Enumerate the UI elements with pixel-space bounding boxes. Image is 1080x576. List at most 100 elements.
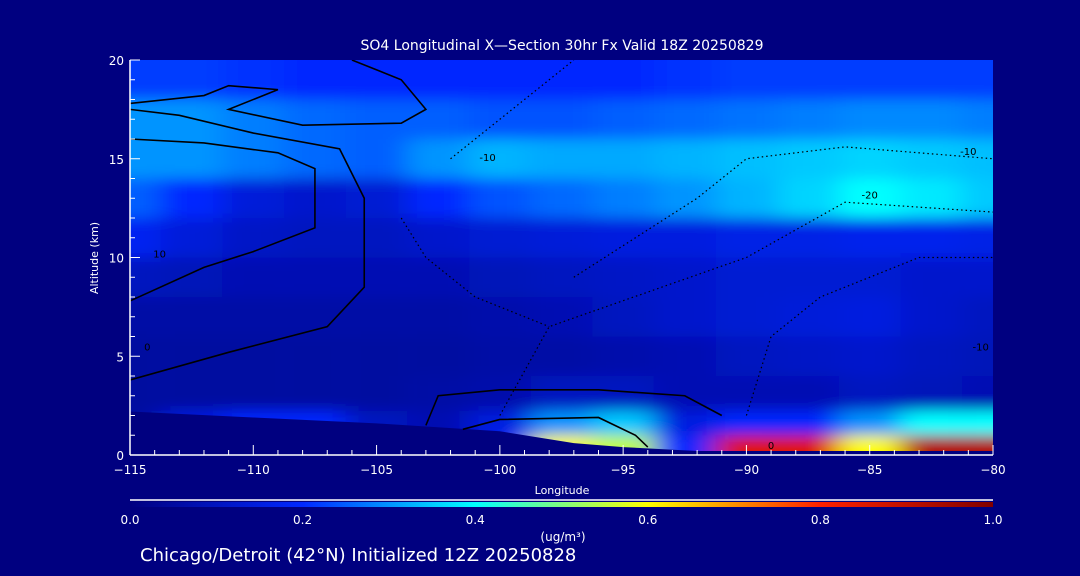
heatmap-cell	[653, 297, 716, 337]
heatmap-cell	[777, 257, 839, 297]
heatmap-cell	[838, 99, 901, 139]
contour-line	[425, 389, 723, 426]
heatmap-cell	[130, 99, 161, 139]
x-axis-label: Longitude	[535, 484, 590, 497]
heatmap-cell	[592, 60, 654, 100]
heatmap-cell	[962, 435, 993, 455]
heatmap-cell	[715, 376, 778, 411]
contour-label: -20	[862, 190, 878, 201]
heatmap-cell	[530, 178, 593, 218]
heatmap-cell	[592, 99, 654, 139]
heatmap-cell	[222, 297, 285, 337]
contour-label: 10	[153, 250, 166, 261]
heatmap-cell	[715, 257, 778, 297]
heatmap-cell	[407, 178, 470, 218]
colorbar-unit: (ug/m³)	[540, 530, 585, 544]
y-axis-label: Altitude (km)	[88, 222, 101, 294]
heatmap-cell	[653, 336, 716, 376]
contour-label: 0	[144, 342, 150, 353]
heatmap-cell	[345, 178, 408, 218]
heatmap-cell	[345, 297, 408, 337]
contour-line	[499, 201, 993, 416]
heatmap-cell	[715, 218, 778, 258]
colorbar-tick-label: 0.6	[638, 513, 657, 527]
heatmap-cell	[653, 376, 716, 411]
heatmap-cell	[345, 376, 408, 411]
heatmap-cell	[715, 297, 778, 337]
colorbar-tick-label: 0.8	[811, 513, 830, 527]
heatmap-cell	[469, 297, 531, 337]
heatmap-cell	[900, 139, 963, 179]
heatmap-cell	[530, 336, 593, 376]
x-tick-label: −85	[857, 463, 882, 477]
heatmap-cell	[530, 218, 593, 258]
heatmap-cell	[592, 410, 654, 436]
y-tick-label: 20	[109, 54, 124, 68]
heatmap-cell	[530, 139, 593, 179]
heatmap-cell	[130, 60, 161, 100]
heatmap-cell	[130, 218, 161, 258]
heatmap-cell	[160, 60, 223, 100]
heatmap-cell	[777, 60, 839, 100]
heatmap-cell	[345, 257, 408, 297]
x-tick-label: −110	[237, 463, 270, 477]
contour-line	[130, 60, 428, 126]
heatmap-cell	[469, 218, 531, 258]
heatmap-cell	[592, 178, 654, 218]
heatmap-cell	[838, 178, 901, 218]
heatmap-cell	[900, 218, 963, 258]
heatmap-cell	[130, 178, 161, 218]
heatmap-cell	[653, 139, 716, 179]
heatmap-cell	[284, 257, 346, 297]
heatmap-cell	[962, 218, 993, 258]
heatmap-cell	[407, 336, 470, 376]
heatmap-cell	[160, 178, 223, 218]
heatmap-cell	[653, 178, 716, 218]
y-tick-label: 15	[109, 153, 124, 167]
heatmap-cell	[777, 178, 839, 218]
colorbar-tick-label: 1.0	[983, 513, 1002, 527]
x-tick-label: −100	[483, 463, 516, 477]
heatmap-cell	[345, 139, 408, 179]
heatmap-cell	[715, 178, 778, 218]
heatmap-cell	[777, 336, 839, 376]
colorbar-tick-label: 0.4	[466, 513, 485, 527]
heatmap-cell	[900, 99, 963, 139]
heatmap-cell	[592, 336, 654, 376]
heatmap-cell	[345, 336, 408, 376]
heatmap-cell	[592, 257, 654, 297]
heatmap-cell	[130, 376, 161, 411]
contour-label: 0	[768, 441, 774, 452]
x-tick-label: −95	[610, 463, 635, 477]
heatmap-cell	[284, 336, 346, 376]
heatmap-cell	[962, 257, 993, 297]
heatmap-cell	[962, 139, 993, 179]
contour-label: -10	[479, 153, 495, 164]
heatmap-cell	[838, 410, 901, 436]
contour-line	[450, 60, 575, 160]
heatmap-cell	[838, 297, 901, 337]
heatmap-cell	[469, 376, 531, 411]
heatmap-cell	[715, 336, 778, 376]
contour-line	[130, 108, 366, 381]
heatmap-cell	[530, 257, 593, 297]
colorbar-tick-label: 0.2	[293, 513, 312, 527]
heatmap-cell	[345, 218, 408, 258]
heatmap-cell	[592, 139, 654, 179]
heatmap-cell	[592, 218, 654, 258]
chart-title: SO4 Longitudinal X—Section 30hr Fx Valid…	[361, 38, 764, 54]
y-tick-label: 10	[109, 252, 124, 266]
heatmap-cell	[222, 257, 285, 297]
heatmap-cell	[222, 60, 285, 100]
heatmap-cell	[900, 435, 963, 455]
heatmap-cell	[777, 218, 839, 258]
heatmap-cell	[222, 139, 285, 179]
heatmap-cell	[469, 178, 531, 218]
heatmap-cell	[160, 99, 223, 139]
contour-line	[400, 217, 550, 328]
heatmap-cell	[777, 99, 839, 139]
plot-area: -10 -20 -10 -10 10 0 0	[130, 60, 993, 455]
heatmap-cell	[962, 410, 993, 436]
heatmap-cell	[284, 60, 346, 100]
